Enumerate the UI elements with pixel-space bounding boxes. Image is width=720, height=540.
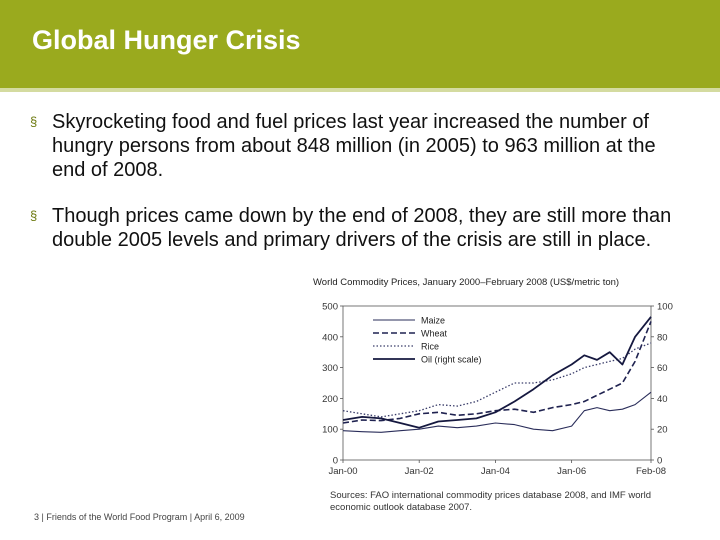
legend-label: Oil (right scale) [421,355,482,365]
y-tick-label-left: 300 [322,363,338,374]
chart-svg: World Commodity Prices, January 2000–Feb… [313,277,673,477]
bullet-item: § Skyrocketing food and fuel prices last… [30,110,700,182]
series-line-rice [342,342,652,418]
y-tick-label-left: 200 [322,394,338,405]
legend-label: Rice [421,342,439,352]
y-tick-label-right: 100 [657,302,673,313]
chart-source-note: Sources: FAO international commodity pri… [330,490,652,513]
y-tick-label-left: 400 [322,332,338,343]
footer-text: 3 | Friends of the World Food Program | … [34,512,245,522]
y-tick-label-right: 20 [657,425,668,436]
legend-label: Maize [421,316,445,326]
bullet-text: Though prices came down by the end of 20… [52,205,672,251]
x-tick-label: Jan-04 [481,466,510,477]
bullet-icon: § [30,114,38,129]
series-line-wheat [342,321,652,424]
bullet-list: § Skyrocketing food and fuel prices last… [30,110,700,274]
y-tick-label-right: 80 [657,332,668,343]
series-line-oil [342,316,652,429]
y-tick-label-right: 60 [657,363,668,374]
y-tick-label-right: 40 [657,394,668,405]
series-line-maize [342,391,652,433]
header-rule [0,88,720,92]
bullet-item: § Though prices came down by the end of … [30,204,700,252]
legend-label: Wheat [421,329,448,339]
y-tick-label-left: 500 [322,302,338,313]
y-tick-label-right: 0 [657,456,662,467]
slide-title: Global Hunger Crisis [32,25,301,55]
plot-frame [342,305,652,461]
commodity-price-chart: World Commodity Prices, January 2000–Feb… [305,268,690,520]
bullet-text: Skyrocketing food and fuel prices last y… [52,111,656,181]
y-tick-label-left: 100 [322,425,338,436]
x-tick-label: Jan-06 [557,466,586,477]
x-tick-label: Feb-08 [636,466,666,477]
x-tick-label: Jan-02 [405,466,434,477]
bullet-icon: § [30,208,38,223]
chart-title: World Commodity Prices, January 2000–Feb… [313,277,619,288]
y-tick-label-left: 0 [333,456,338,467]
header-bar [0,0,720,88]
x-tick-label: Jan-00 [328,466,357,477]
